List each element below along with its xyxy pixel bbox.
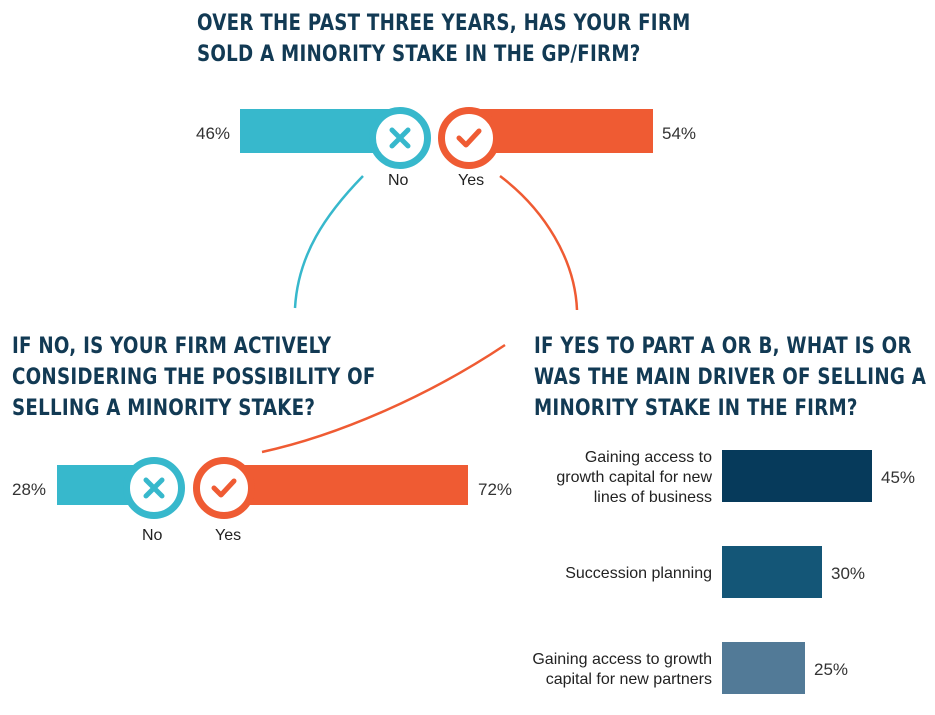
check-icon bbox=[456, 128, 482, 148]
x-icon bbox=[143, 477, 165, 499]
question-a-yes-value: 54% bbox=[662, 124, 697, 143]
question-b-yes-label: Yes bbox=[215, 527, 242, 544]
question-b-no-badge bbox=[123, 457, 185, 519]
question-a-yes-badge bbox=[438, 107, 500, 169]
driver-category-label: Gaining access to growth capital for new… bbox=[532, 651, 712, 688]
question-c-title-line-1: IF YES TO PART A OR B, WHAT IS OR bbox=[534, 334, 912, 359]
driver-bar bbox=[722, 546, 822, 598]
no-connector-line bbox=[293, 175, 364, 309]
question-b-no-value: 28% bbox=[12, 480, 47, 499]
question-b-yes-value: 72% bbox=[478, 480, 513, 499]
question-a-title-line-1: OVER THE PAST THREE YEARS, HAS YOUR FIRM bbox=[197, 11, 691, 36]
driver-value-label: 30% bbox=[831, 564, 866, 583]
yes-to-driver-connector-line bbox=[261, 343, 506, 454]
yes-connector-line bbox=[499, 175, 579, 311]
driver-category-label: Succession planning bbox=[565, 565, 712, 582]
question-c-title: IF YES TO PART A OR B, WHAT IS OR WAS TH… bbox=[534, 331, 926, 424]
driver-bar bbox=[722, 642, 805, 694]
question-b-no-label: No bbox=[142, 527, 163, 544]
question-b-title-line-2: CONSIDERING THE POSSIBILITY OF bbox=[12, 365, 376, 390]
question-b-yes-badge bbox=[193, 457, 255, 519]
driver-category-label: Gaining access to growth capital for new… bbox=[556, 449, 712, 506]
check-icon bbox=[211, 478, 237, 498]
driver-value-label: 45% bbox=[881, 468, 916, 487]
question-b-yes-bar bbox=[225, 465, 468, 505]
question-a-no-label: No bbox=[388, 172, 409, 189]
question-a-no-value: 46% bbox=[196, 124, 231, 143]
question-b-title-line-1: IF NO, IS YOUR FIRM ACTIVELY bbox=[12, 334, 332, 359]
question-c-title-line-2: WAS THE MAIN DRIVER OF SELLING A bbox=[534, 365, 927, 390]
x-icon bbox=[389, 127, 411, 149]
driver-value-label: 25% bbox=[814, 660, 849, 679]
question-a-yes-label: Yes bbox=[458, 172, 485, 189]
question-a-no-badge bbox=[369, 107, 431, 169]
question-b-title-line-3: SELLING A MINORITY STAKE? bbox=[12, 396, 316, 421]
question-c-title-line-3: MINORITY STAKE IN THE FIRM? bbox=[534, 396, 858, 421]
question-a-yes-bar bbox=[470, 109, 653, 153]
question-a-title-line-2: SOLD A MINORITY STAKE IN THE GP/FIRM? bbox=[197, 42, 641, 67]
driver-bar bbox=[722, 450, 872, 502]
question-b-title: IF NO, IS YOUR FIRM ACTIVELY CONSIDERING… bbox=[12, 331, 376, 424]
question-a-title: OVER THE PAST THREE YEARS, HAS YOUR FIRM… bbox=[197, 8, 691, 70]
